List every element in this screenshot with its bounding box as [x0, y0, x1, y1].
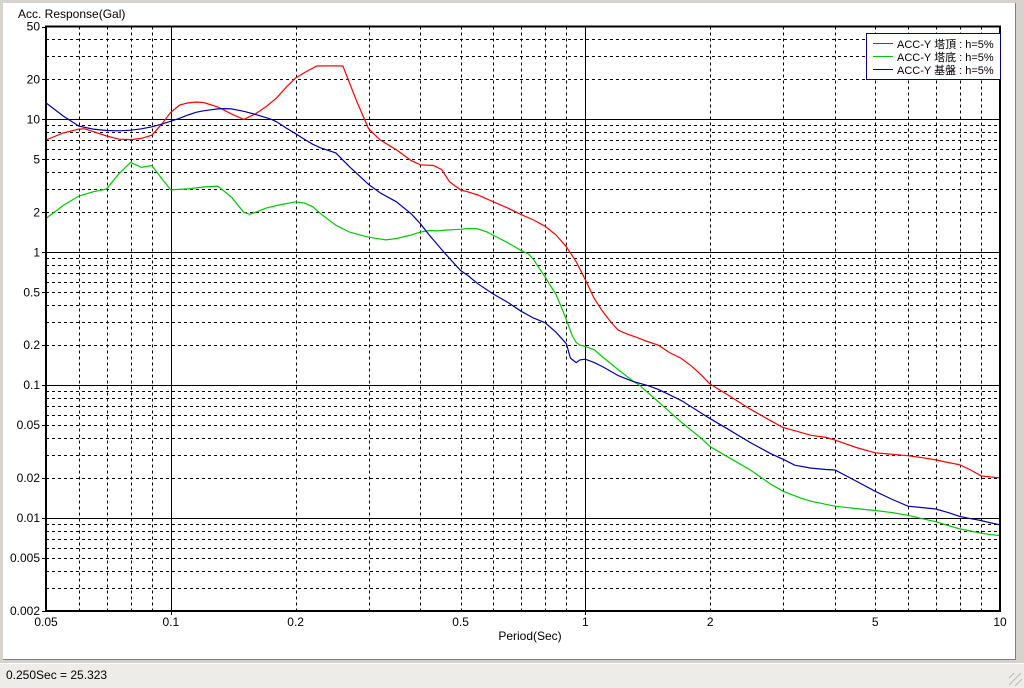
legend-line-green: [873, 56, 893, 57]
legend-box: ACC-Y 塔頂 : h=5% ACC-Y 塔底 : h=5% ACC-Y 基盤…: [866, 33, 1001, 80]
series-line-0: [45, 65, 1001, 479]
x-tick-label: 2: [707, 615, 714, 629]
series-line-1: [45, 161, 1001, 537]
cursor-readout: 0.250Sec = 25.323: [6, 668, 108, 682]
y-tick-label: 1: [33, 245, 40, 259]
plot-frame: [45, 25, 1001, 612]
x-tick-label: 0.2: [287, 615, 304, 629]
y-tick-label: 0.005: [10, 551, 40, 565]
y-tick-label: 10: [27, 112, 41, 126]
x-tick-label: 0.05: [34, 615, 58, 629]
legend-label: ACC-Y 基盤 : h=5%: [897, 64, 994, 77]
legend-item-base: ACC-Y 塔底 : h=5%: [873, 50, 998, 63]
y-tick-label: 0.5: [23, 285, 40, 299]
x-tick-label: 0.5: [452, 615, 469, 629]
legend-label: ACC-Y 塔底 : h=5%: [897, 51, 994, 64]
legend-line-blue: [873, 69, 893, 70]
legend-item-bedrock: ACC-Y 基盤 : h=5%: [873, 63, 998, 76]
y-tick-label: 0.2: [23, 338, 40, 352]
y-axis-ticks: [42, 27, 46, 612]
y-tick-label: 0.05: [17, 418, 41, 432]
status-bar: 0.250Sec = 25.323: [0, 663, 1024, 688]
y-tick-label: 0.02: [17, 471, 41, 485]
y-tick-label: 0.002: [10, 604, 40, 618]
legend-line-red: [873, 43, 893, 44]
decade-grid-lines: [46, 26, 1000, 615]
x-axis-title: Period(Sec): [498, 629, 562, 643]
x-tick-label: 1: [582, 615, 589, 629]
y-tick-label: 2: [33, 205, 40, 219]
y-tick-label: 0.01: [17, 511, 41, 525]
y-tick-label: 50: [27, 20, 41, 34]
y-tick-label: 0.1: [23, 378, 40, 392]
y-tick-label: 5: [33, 152, 40, 166]
x-tick-label: 10: [993, 615, 1007, 629]
minor-grid-lines: [46, 26, 1000, 611]
series-line-2: [45, 102, 1001, 526]
resize-grip[interactable]: [1009, 673, 1022, 686]
y-axis-title: Acc. Response(Gal): [18, 7, 126, 21]
y-tick-label: 20: [27, 72, 41, 86]
spectrum-plot-area[interactable]: 50 20 10 5 2 1 0.5 0.2 0.1 0.05 0.02 0.01 0.005 0.002…: [3, 3, 1015, 659]
legend-item-top: ACC-Y 塔頂 : h=5%: [873, 37, 998, 50]
x-tick-label: 5: [872, 615, 879, 629]
chart-panel: 50 20 10 5 2 1 0.5 0.2 0.1 0.05 0.02 0.01 0.005 0.002…: [3, 3, 1016, 660]
x-tick-label: 0.1: [162, 615, 179, 629]
legend-label: ACC-Y 塔頂 : h=5%: [897, 38, 994, 51]
